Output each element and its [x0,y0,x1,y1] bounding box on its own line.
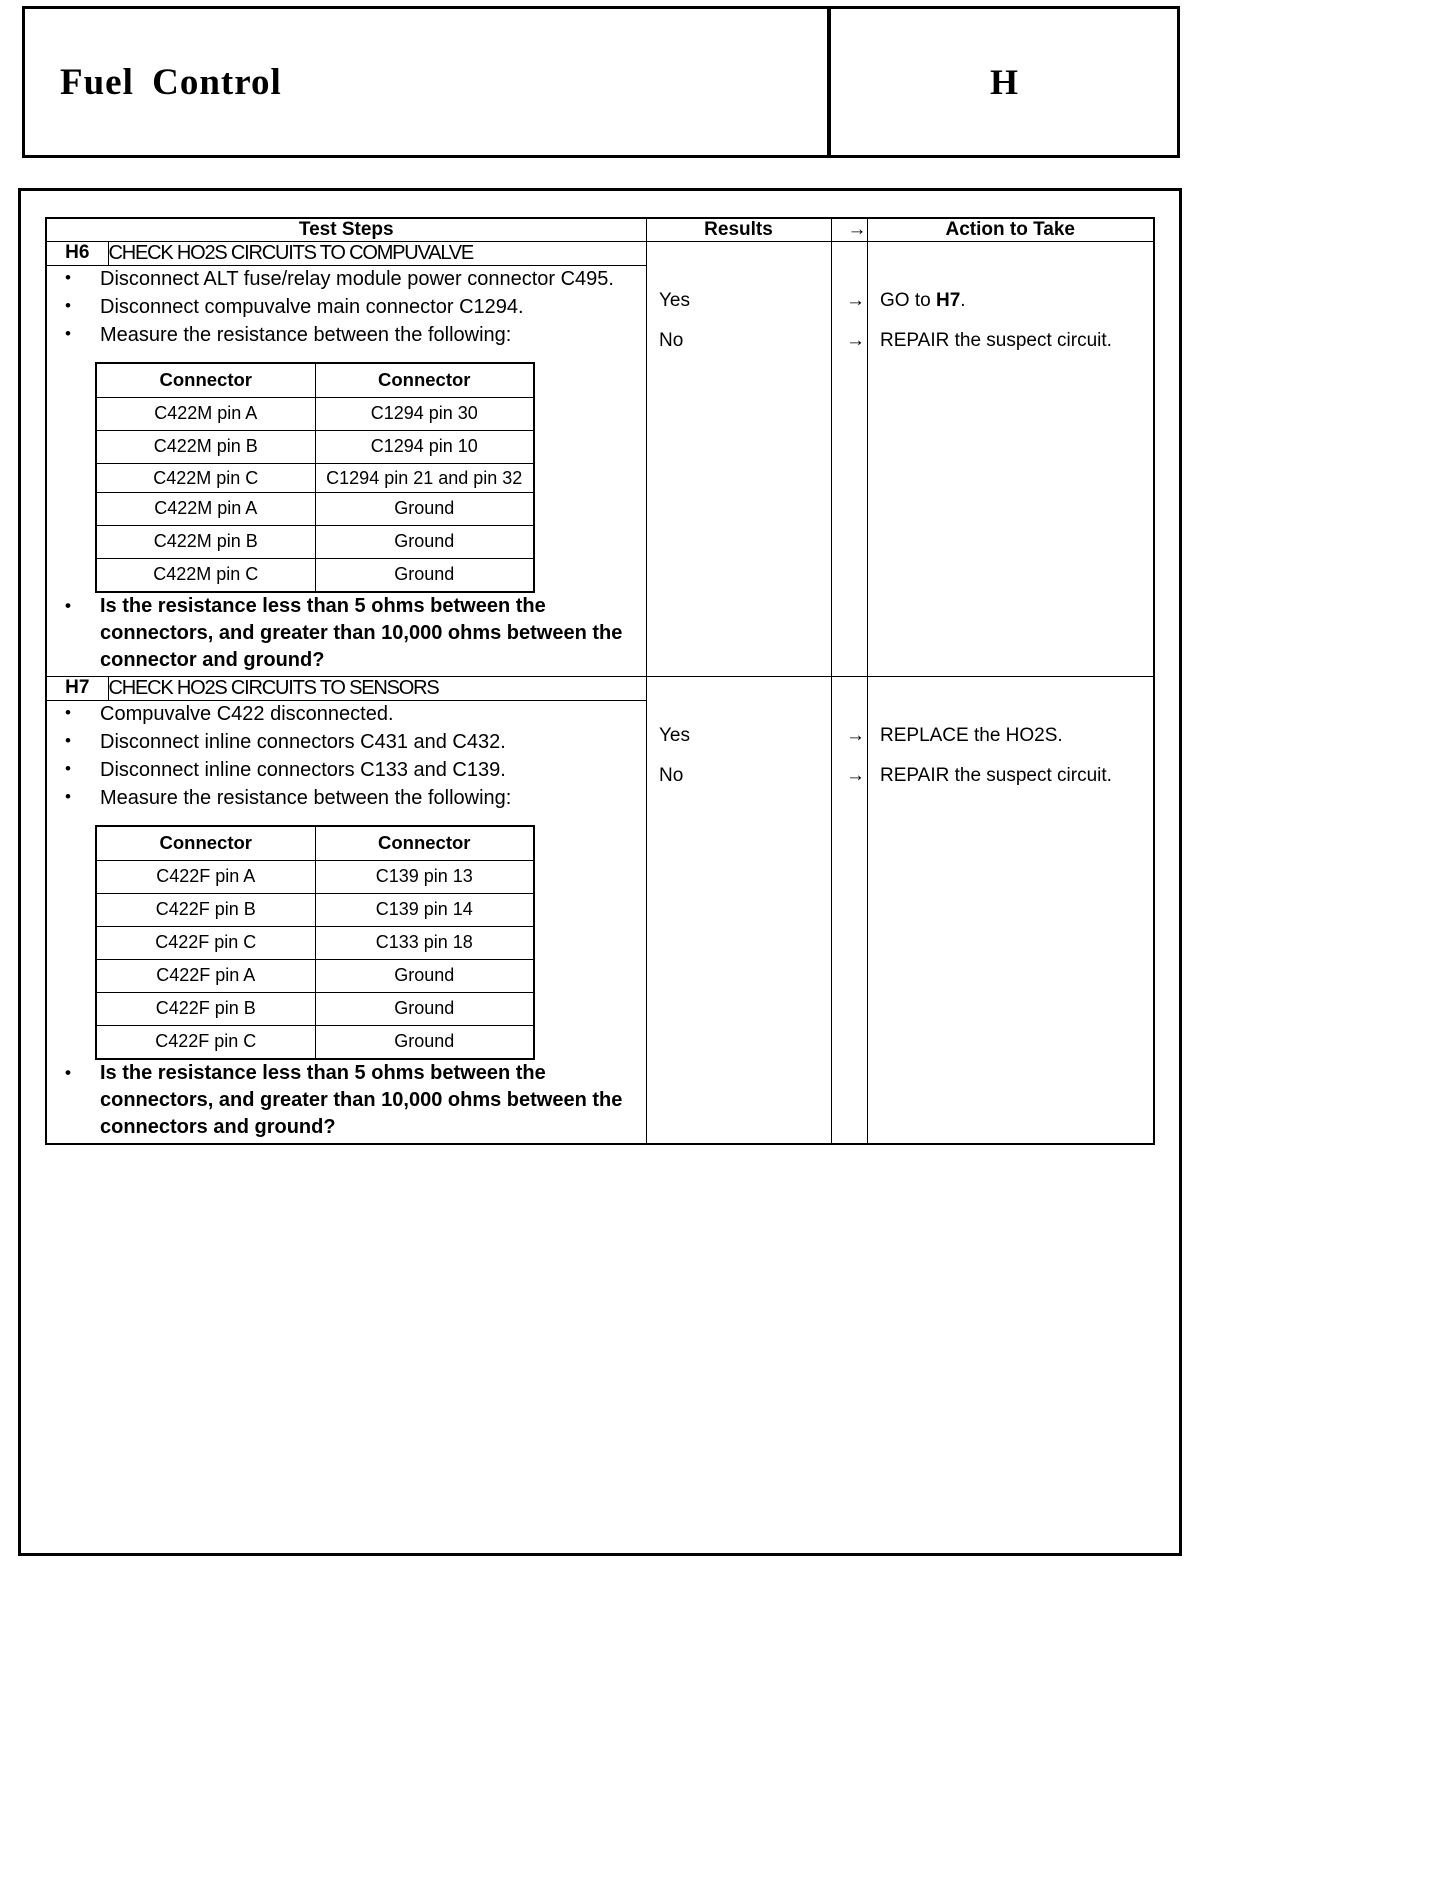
step-id-h6: H6 [45,241,109,266]
table-row: C422M pin A C1294 pin 30 [95,397,535,431]
connector-cell-right: C1294 pin 30 [314,397,535,431]
step-body-h7: Compuvalve C422 disconnected. Disconnect… [45,700,647,1145]
connector-col-header-right: Connector [314,825,535,861]
table-row: C422M pin C Ground [95,558,535,593]
connector-cell-right: C139 pin 13 [314,860,535,894]
table-row: C422F pin B Ground [95,992,535,1026]
step-question-h6: Is the resistance less than 5 ohms betwe… [47,592,646,674]
connector-cell-left: C422M pin C [95,463,316,493]
step-body-row-h6: Disconnect ALT fuse/relay module power c… [45,265,1154,677]
result-arrow-icon: → [846,765,865,786]
column-header-test-steps: Test Steps [45,217,647,242]
table-row: C422M pin B C1294 pin 10 [95,430,535,464]
content-frame: Test Steps Results → Action to Take H6 C… [18,188,1182,1556]
action-text: REPLACE the HO2S. [880,725,1063,746]
result-label: Yes [659,725,690,746]
connector-cell-left: C422F pin C [95,1025,316,1060]
table-header-row: Connector Connector [95,362,535,398]
result-row: Yes → REPLACE the HO2S. [647,716,1155,756]
table-row: C422F pin B C139 pin 14 [95,893,535,927]
connector-cell-left: C422M pin A [95,397,316,431]
result-row: Yes → GO to H7. [647,281,1155,321]
list-item: Disconnect inline connectors C431 and C4… [47,728,646,755]
connector-table-h7: Connector Connector C422F pin A C139 pin… [95,825,535,1060]
result-label: No [659,765,684,786]
question-list-h6: Is the resistance less than 5 ohms betwe… [47,592,646,674]
section-letter: H [989,62,1018,102]
connector-cell-right: C1294 pin 10 [314,430,535,464]
connector-cell-right: C1294 pin 21 and pin 32 [314,463,535,493]
table-row: C422M pin A Ground [95,492,535,526]
table-header-row: Connector Connector [95,825,535,861]
connector-cell-right: Ground [314,492,535,526]
result-label: Yes [659,290,690,311]
result-arrow-icon: → [846,290,865,311]
step-id-h7: H7 [45,676,109,701]
connector-cell-right: Ground [314,558,535,593]
step-question-h7: Is the resistance less than 5 ohms betwe… [47,1059,646,1141]
connector-cell-left: C422F pin A [95,959,316,993]
connector-cell-left: C422M pin C [95,558,316,593]
connector-cell-right: C133 pin 18 [314,926,535,960]
list-item: Disconnect compuvalve main connector C12… [47,293,646,320]
result-label: No [659,330,684,351]
list-item: Compuvalve C422 disconnected. [47,700,646,727]
question-list-h7: Is the resistance less than 5 ohms betwe… [47,1059,646,1141]
connector-cell-right: Ground [314,959,535,993]
step-body-h6: Disconnect ALT fuse/relay module power c… [45,265,647,677]
connector-cell-right: Ground [314,1025,535,1060]
step-title-h6: CHECK HO2S CIRCUITS TO COMPUVALVE [107,241,647,266]
connector-col-header-right: Connector [314,362,535,398]
connector-cell-left: C422M pin B [95,525,316,559]
action-text: REPAIR the suspect circuit. [880,765,1112,786]
table-row: C422F pin C Ground [95,1025,535,1060]
column-header-results-arrow-icon: → [830,217,868,242]
result-arrow-icon: → [846,725,865,746]
step-title-row-h7: H7 CHECK HO2S CIRCUITS TO SENSORS [45,676,1155,1145]
list-item: Disconnect inline connectors C133 and C1… [47,756,646,783]
connector-cell-right: Ground [314,992,535,1026]
bullet-list-h7: Compuvalve C422 disconnected. Disconnect… [47,700,646,811]
results-overlay-h6: Yes → GO to H7. No → REPAIR the suspect circu… [647,281,1155,361]
page-header: Fuel Control H [22,6,1180,158]
table-row: C422F pin A Ground [95,959,535,993]
table-row: C422F pin A C139 pin 13 [95,860,535,894]
step-title-row-h6: H6 CHECK HO2S CIRCUITS TO COMPUVALVE [45,241,1155,677]
action-text: GO to H7. [880,290,966,311]
header-title-cell: Fuel Control [25,9,831,155]
result-row: No → REPAIR the suspect circuit. [647,756,1155,796]
table-row: C422M pin C C1294 pin 21 and pin 32 [95,463,535,493]
connector-table-h6: Connector Connector C422M pin A C1294 pi… [95,362,535,593]
connector-cell-left: C422F pin B [95,992,316,1026]
result-row: No → REPAIR the suspect circuit. [647,321,1155,361]
column-header-action: Action to Take [866,217,1155,242]
table-row: C422M pin B Ground [95,525,535,559]
connector-cell-right: Ground [314,525,535,559]
connector-cell-left: C422F pin B [95,893,316,927]
step-title-h7: CHECK HO2S CIRCUITS TO SENSORS [107,676,647,701]
page-title: Fuel Control [60,61,282,103]
connector-col-header-left: Connector [95,362,316,398]
result-arrow-icon: → [846,330,865,351]
step-body-row-h7: Compuvalve C422 disconnected. Disconnect… [45,700,1154,1145]
list-item: Measure the resistance between the follo… [47,784,646,811]
header-section-cell: H [831,9,1177,155]
connector-cell-left: C422M pin A [95,492,316,526]
column-header-results: Results [645,217,832,242]
connector-cell-left: C422F pin A [95,860,316,894]
list-item: Measure the resistance between the follo… [47,321,646,348]
bullet-list-h6: Disconnect ALT fuse/relay module power c… [47,265,646,348]
table-row: C422F pin C C133 pin 18 [95,926,535,960]
connector-cell-left: C422M pin B [95,430,316,464]
results-overlay-h7: Yes → REPLACE the HO2S. No → REPAIR the suspe… [647,716,1155,796]
connector-cell-right: C139 pin 14 [314,893,535,927]
action-text: REPAIR the suspect circuit. [880,330,1112,351]
chart-header-row: Test Steps Results → Action to Take [45,217,1155,242]
connector-cell-left: C422F pin C [95,926,316,960]
connector-col-header-left: Connector [95,825,316,861]
pinpoint-test-chart: Test Steps Results → Action to Take H6 C… [45,217,1155,1145]
list-item: Disconnect ALT fuse/relay module power c… [47,265,646,292]
